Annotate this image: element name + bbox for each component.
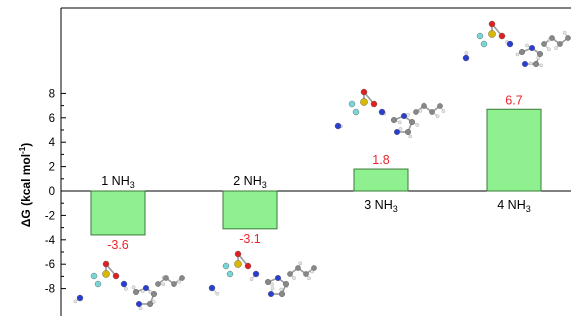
molecular-structure-2-nh3 bbox=[208, 250, 317, 298]
y-axis-label: ΔG (kcal mol-1) bbox=[18, 143, 33, 227]
data-label: 1.8 bbox=[372, 153, 389, 167]
y-tick-label: 6 bbox=[49, 113, 55, 125]
molecular-structure-4-nh3 bbox=[462, 20, 571, 68]
bar bbox=[90, 190, 146, 236]
bar bbox=[486, 108, 542, 192]
y-axis-label-main: ΔG (kcal mol bbox=[19, 154, 33, 227]
y-axis-label-sup: -1 bbox=[18, 146, 27, 154]
molecular-structure-1-nh3 bbox=[73, 260, 185, 310]
y-tick-label: 2 bbox=[49, 162, 55, 174]
category-label: 3 NH3 bbox=[364, 198, 398, 214]
data-label: -3.6 bbox=[107, 238, 129, 252]
molecular-structure-3-nh3 bbox=[334, 88, 446, 139]
bar bbox=[222, 190, 278, 230]
category-label: 4 NH3 bbox=[497, 198, 531, 214]
category-label: 2 NH3 bbox=[233, 174, 267, 190]
y-tick-label: -4 bbox=[45, 235, 56, 247]
y-axis-label-close: ) bbox=[19, 143, 33, 147]
y-tick-label: 8 bbox=[49, 88, 55, 100]
bar bbox=[353, 168, 409, 192]
y-tick-label: -2 bbox=[45, 210, 55, 222]
y-tick-label: -6 bbox=[45, 259, 55, 271]
y-tick-label: 4 bbox=[49, 137, 56, 149]
y-tick-label: -8 bbox=[45, 284, 55, 296]
category-label: 1 NH3 bbox=[101, 174, 135, 190]
y-tick-label: 0 bbox=[49, 186, 55, 198]
plot-area: -8 -6 -4 -2 0 2 4 6 8 -3.6 1 NH3 -3.1 2 NH3 1.8 3 NH3 6… bbox=[45, 7, 571, 316]
data-label: 6.7 bbox=[505, 93, 522, 107]
data-label: -3.1 bbox=[239, 232, 261, 246]
